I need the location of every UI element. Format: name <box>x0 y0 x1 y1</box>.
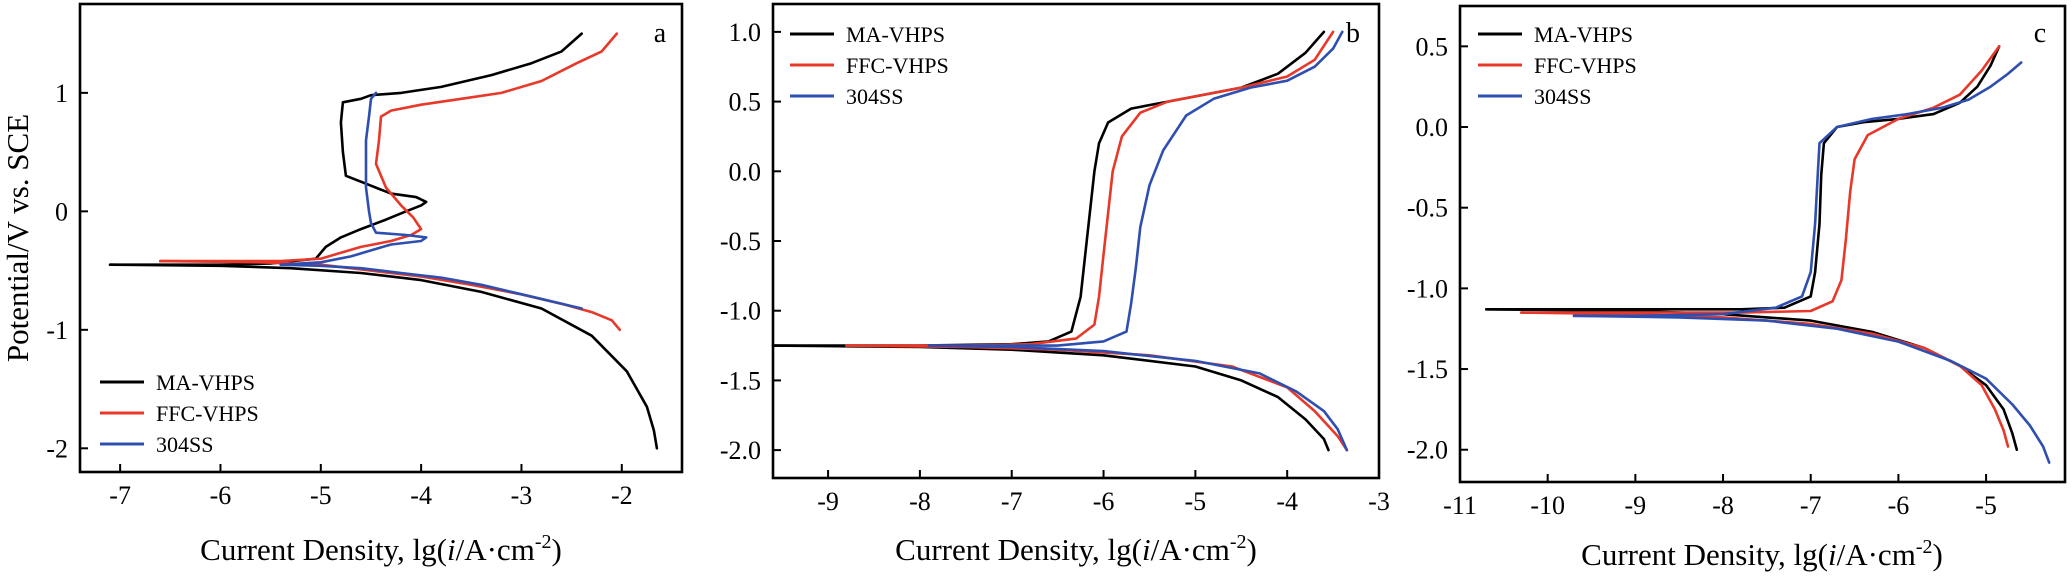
panel-b-legend-label-ma-vhps: MA-VHPS <box>846 22 945 47</box>
panel-c-legend-label-ffc-vhps: FFC-VHPS <box>1534 53 1637 78</box>
panel-a-x-tick-label: -2 <box>611 481 633 510</box>
panel-b-x-tick-label: -9 <box>817 487 839 516</box>
panel-b-x-tick-label: -4 <box>1276 487 1298 516</box>
panel-c-x-axis-title: Current Density, lg(i/A·cm-2) <box>1581 536 1943 572</box>
panel-b-y-tick-label: 0.5 <box>729 88 762 117</box>
panel-b-legend-label-ffc-vhps: FFC-VHPS <box>846 53 949 78</box>
panel-b-y-tick-label: -1.5 <box>720 366 761 395</box>
panel-c-y-tick-label: 0.0 <box>1416 113 1449 142</box>
panel-a-series-ma-vhps-line <box>108 32 583 266</box>
panel-c-legend-label-ma-vhps: MA-VHPS <box>1534 22 1633 47</box>
panel-c-x-tick-label: -5 <box>1975 491 1997 520</box>
panel-a-legend-label-ffc-vhps: FFC-VHPS <box>156 401 259 426</box>
panel-b-y-tick-label: -2.0 <box>720 436 761 465</box>
panel-a-series-304ss-line <box>279 91 428 266</box>
panel-c-legend: MA-VHPS FFC-VHPS 304SS <box>1478 22 1637 109</box>
panel-a-plot-area <box>108 32 659 450</box>
panel-a-x-axis-title: Current Density, lg(i/A·cm-2) <box>200 531 562 567</box>
panel-c-plot-area <box>1485 45 2051 464</box>
panel-a-legend-label-ma-vhps: MA-VHPS <box>156 370 255 395</box>
panel-c-x-tick-label: -6 <box>1888 491 1910 520</box>
panel-c-x-ticks: -11 -10 -9 -8 -7 -6 -5 <box>1443 474 1997 520</box>
panel-c-y-tick-label: -1.0 <box>1407 274 1448 303</box>
panel-c: -11 -10 -9 -8 -7 -6 -5 -2.0-1.5-1.0-0.50.00.5 … <box>1407 4 2067 572</box>
panel-b-y-tick-label: -1.0 <box>720 297 761 326</box>
panel-b-y-ticks: -2.0 -1.5 -1.0 -0.5 0.0 0.5 1.0 <box>720 18 781 465</box>
panel-b-x-tick-label: -8 <box>909 487 931 516</box>
panel-b-plot-area <box>771 30 1349 452</box>
panel-a-frame <box>78 2 684 474</box>
panel-a-y-tick-label: 0 <box>55 197 68 226</box>
panel-c-x-tick-label: -10 <box>1530 491 1565 520</box>
panel-c-letter: c <box>2034 18 2046 49</box>
panel-b-x-tick-label: -7 <box>1001 487 1023 516</box>
panel-c-series-ffc-vhps-line <box>1520 45 2001 314</box>
panel-a-series-304ss-line <box>279 263 583 310</box>
panel-a-series-ffc-vhps-line <box>159 32 619 263</box>
panel-c-series-ffc-vhps-line <box>1520 311 2010 448</box>
panel-b-letter: b <box>1346 18 1360 49</box>
panel-a-x-ticks: -7 -6 -5 -4 -3 -2 <box>109 464 633 510</box>
panel-a-legend: MA-VHPS FFC-VHPS 304SS <box>100 370 259 457</box>
panel-a-y-tick-label: -2 <box>46 434 68 463</box>
panel-b: -9 -8 -7 -6 -5 -4 -3 -2.0 -1.5 -1.0 -0.5 0.0 0.5 1.0… <box>720 2 1390 567</box>
panel-a-x-tick-label: -6 <box>210 481 232 510</box>
panel-b-x-tick-label: -6 <box>1093 487 1115 516</box>
panel-a-x-tick-label: -4 <box>410 481 432 510</box>
panel-b-x-axis-title: Current Density, lg(i/A·cm-2) <box>895 531 1257 567</box>
panel-c-series-ma-vhps-line <box>1485 308 2019 451</box>
panel-c-series-304ss-line <box>1572 314 2051 464</box>
panel-b-series-ffc-vhps-line <box>845 30 1335 347</box>
panel-c-y-ticks: -2.0 -1.5 -1.0 -0.5 0.0 0.5 <box>1407 32 1468 465</box>
panel-c-y-tick-label: -0.5 <box>1407 194 1448 223</box>
panel-b-series-ma-vhps-line <box>771 344 1330 452</box>
panel-c-y-tick-label: -2.0 <box>1407 436 1448 465</box>
panel-b-series-304ss-line <box>927 344 1349 452</box>
panel-b-x-tick-label: -5 <box>1185 487 1207 516</box>
panel-a-x-tick-label: -3 <box>511 481 533 510</box>
panel-c-series-304ss-line <box>1572 61 2023 318</box>
panel-b-series-304ss-line <box>927 30 1344 347</box>
panel-a-y-ticks: -2 -1 0 1 <box>46 79 88 463</box>
panel-b-series-ffc-vhps-line <box>845 344 1349 452</box>
panel-c-x-tick-label: -7 <box>1800 491 1822 520</box>
panel-b-x-ticks: -9 -8 -7 -6 -5 -4 -3 <box>817 470 1390 516</box>
panel-a-y-axis-title: Potential/V vs. SCE <box>0 114 35 362</box>
panel-b-y-tick-label: -0.5 <box>720 227 761 256</box>
panel-c-x-tick-label: -8 <box>1712 491 1734 520</box>
panel-a-legend-label-304ss: 304SS <box>156 432 213 457</box>
panel-a: -7 -6 -5 -4 -3 -2 -2 -1 0 1 a Current Density, l… <box>0 2 684 567</box>
panel-c-legend-label-304ss: 304SS <box>1534 84 1591 109</box>
panel-c-frame <box>1458 4 2067 484</box>
panel-a-y-tick-label: -1 <box>46 316 68 345</box>
panel-b-legend: MA-VHPS FFC-VHPS 304SS <box>790 22 949 109</box>
panel-b-legend-label-304ss: 304SS <box>846 84 903 109</box>
panel-b-y-tick-label: 0.0 <box>729 157 762 186</box>
panel-a-y-tick-label: 1 <box>55 79 68 108</box>
panel-c-x-tick-label: -9 <box>1625 491 1647 520</box>
panel-a-x-tick-label: -5 <box>310 481 332 510</box>
panel-c-y-tick-label: -1.5 <box>1407 355 1448 384</box>
panel-a-x-tick-label: -7 <box>109 481 131 510</box>
panel-c-y-tick-label: 0.5 <box>1416 32 1449 61</box>
panel-b-y-tick-label: 1.0 <box>729 18 762 47</box>
panel-a-letter: a <box>654 18 667 49</box>
panel-a-series-ma-vhps-line <box>108 263 659 450</box>
panel-b-series-ma-vhps-line <box>771 30 1326 347</box>
panel-c-x-tick-label: -11 <box>1443 491 1477 520</box>
panel-b-x-tick-label: -3 <box>1368 487 1390 516</box>
